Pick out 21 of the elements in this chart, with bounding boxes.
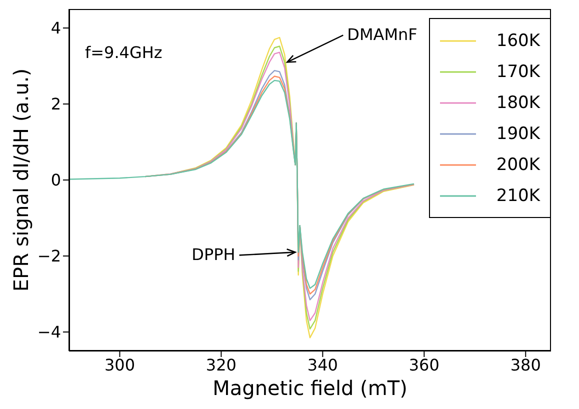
y-tick-label: 4 <box>50 18 61 38</box>
y-tick-label: −2 <box>37 246 61 266</box>
annotation: DPPH <box>192 245 236 264</box>
y-tick-label: 2 <box>50 94 61 114</box>
legend-label: 160K <box>496 30 540 50</box>
y-axis-title: EPR signal dI/dH (a.u.) <box>9 68 33 292</box>
annotation: DMAMnF <box>347 25 418 44</box>
x-tick-label: 320 <box>206 355 236 374</box>
y-tick-label: 0 <box>50 170 61 190</box>
legend-label: 190K <box>496 124 540 144</box>
x-tick-label: 300 <box>104 355 136 374</box>
y-tick-label: −4 <box>37 322 61 342</box>
legend-label: 170K <box>496 62 540 82</box>
legend-label: 210K <box>496 186 540 206</box>
legend-label: 200K <box>496 154 540 174</box>
legend-label: 180K <box>496 92 540 112</box>
x-tick-label: 380 <box>510 355 541 374</box>
x-tick-label: 360 <box>408 355 440 374</box>
annotation: f=9.4GHz <box>85 43 162 62</box>
x-axis-title: Magnetic field (mT) <box>212 376 408 400</box>
x-tick-label: 340 <box>307 355 338 374</box>
